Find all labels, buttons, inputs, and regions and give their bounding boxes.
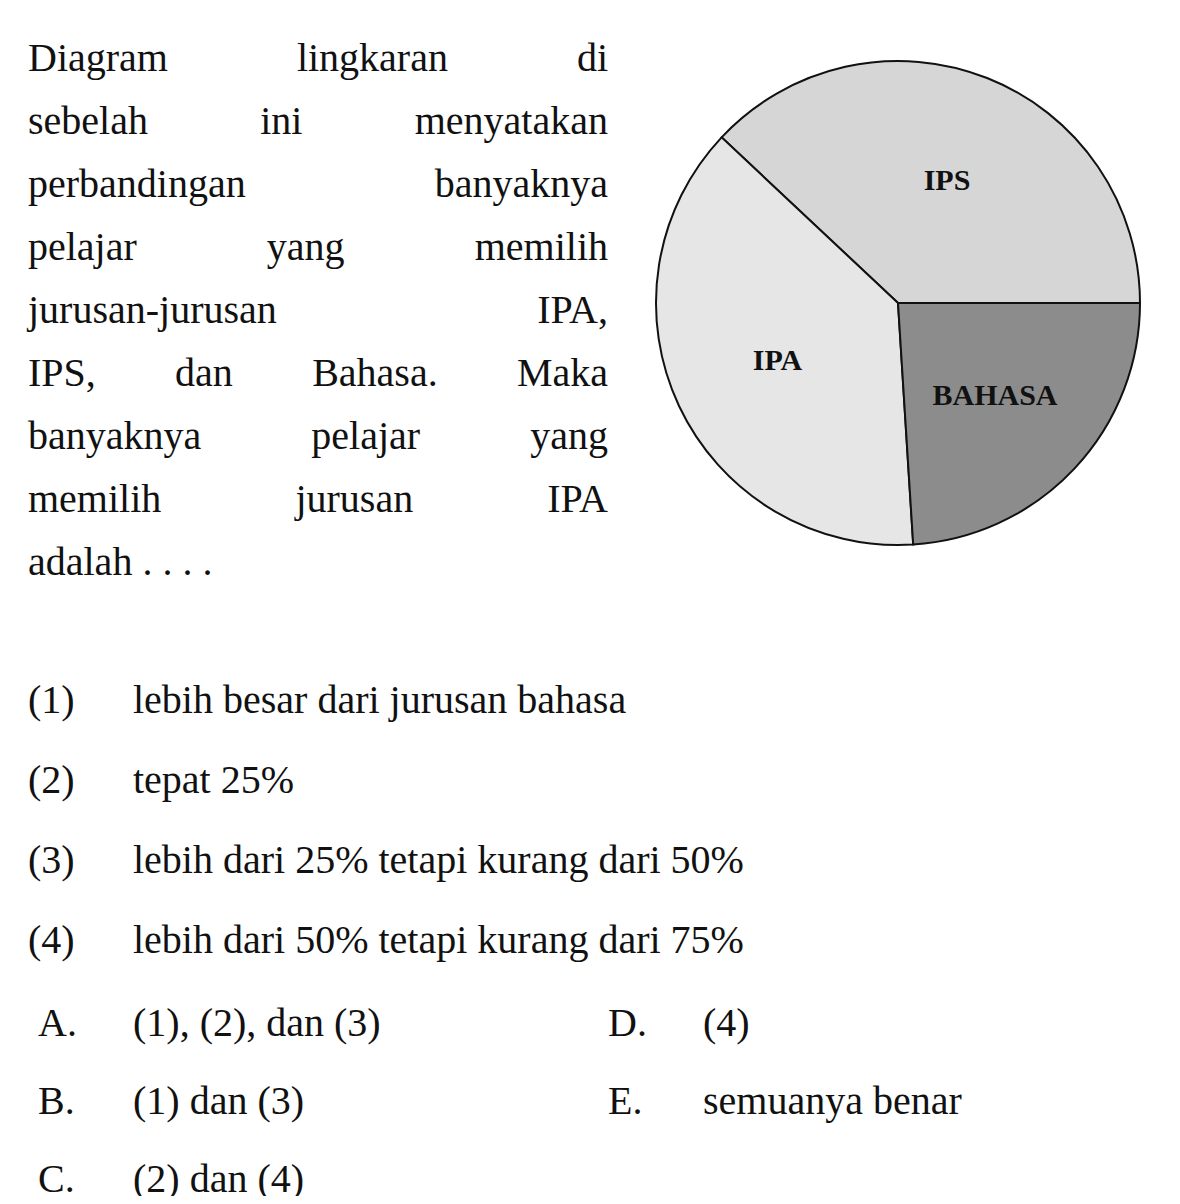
html-text:A.: A. (38, 1000, 77, 1045)
html-text:lebih dari 25% tetapi kurang d: lebih dari 25% tetapi kurang dari 50% (133, 837, 744, 882)
html-text:sebelah ini menyatakan: sebelah ini menyatakan (28, 98, 608, 143)
html-text:semuanya benar: semuanya benar (703, 1078, 962, 1123)
html-text:tepat 25%: tepat 25% (133, 757, 295, 802)
svg-text:IPA: IPA (753, 343, 803, 376)
html-text:(1): (1) (28, 677, 75, 722)
svg-text:BAHASA: BAHASA (933, 378, 1058, 411)
html-text:banyaknya pelajar yang: banyaknya pelajar yang (28, 413, 608, 458)
svg-text:IPS: IPS (924, 163, 971, 196)
html-text:adalah . . . .: adalah . . . . (28, 539, 213, 584)
html-text:E.: E. (608, 1078, 643, 1123)
html-text:(3): (3) (28, 837, 75, 882)
html-text:lebih dari 50% tetapi kurang d: lebih dari 50% tetapi kurang dari 75% (133, 917, 744, 962)
html-text:pelajar yang memilih: pelajar yang memilih (28, 224, 608, 269)
html-text:lebih besar dari jurusan bahas: lebih besar dari jurusan bahasa (133, 677, 627, 722)
html-text:(4): (4) (28, 917, 75, 962)
html-text:(2): (2) (28, 757, 75, 802)
html-text:(1) dan (3): (1) dan (3) (133, 1078, 304, 1123)
html-text:jurusan-jurusan IPA,: jurusan-jurusan IPA, (28, 287, 608, 332)
html-text:B.: B. (38, 1078, 75, 1123)
html-text:IPS, dan Bahasa. Maka: IPS, dan Bahasa. Maka (28, 350, 608, 395)
html-text:(2) dan (4): (2) dan (4) (133, 1156, 304, 1201)
html-text:Diagram lingkaran di: Diagram lingkaran di (28, 35, 608, 80)
html-text:(1), (2), dan (3): (1), (2), dan (3) (133, 1000, 381, 1045)
html-text:memilih jurusan IPA: memilih jurusan IPA (28, 476, 608, 521)
html-text:(4): (4) (703, 1000, 750, 1045)
html-text:perbandingan banyaknya: perbandingan banyaknya (28, 161, 608, 206)
html-text:D.: D. (608, 1000, 647, 1045)
html-text:C.: C. (38, 1156, 75, 1201)
